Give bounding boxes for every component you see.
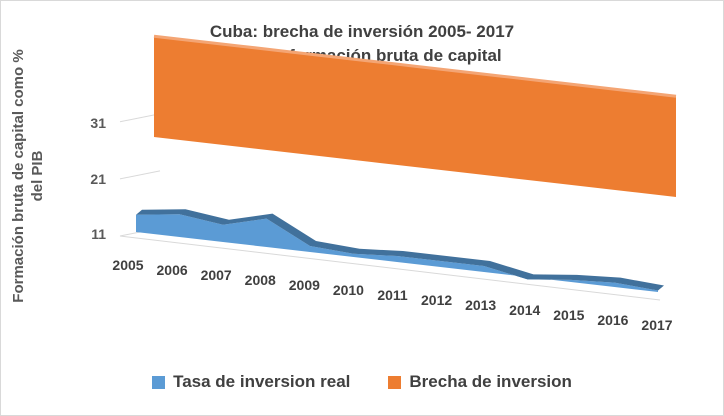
x-tick-2017: 2017 — [641, 317, 672, 333]
y-tick-11: 11 — [91, 226, 106, 242]
series-brecha-de-inversion — [153, 34, 677, 198]
chart-title: Cuba: brecha de inversión 2005- 2017 — [209, 22, 515, 41]
legend-entry-tasa: Tasa de inversion real — [152, 372, 350, 392]
x-tick-2013: 2013 — [465, 297, 496, 313]
x-tick-2015: 2015 — [553, 307, 584, 323]
legend: Tasa de inversion real Brecha de inversi… — [0, 372, 724, 392]
baseline — [119, 235, 661, 301]
y-tick-31: 31 — [90, 115, 106, 131]
x-tick-2014: 2014 — [509, 302, 540, 318]
legend-swatch-brecha — [388, 375, 402, 389]
y-tick-labels: 11 21 31 — [90, 115, 106, 242]
area-tasa-de-inversion-real — [136, 214, 658, 292]
area-brecha-de-inversion — [154, 36, 676, 198]
x-tick-2012: 2012 — [421, 292, 452, 308]
area-top-brecha-de-inversion — [153, 34, 677, 98]
gridline-31 — [119, 113, 161, 123]
x-tick-2005: 2005 — [112, 257, 143, 273]
y-tick-21: 21 — [90, 171, 106, 187]
x-tick-labels: 2005 2006 2007 2008 2009 2010 2011 2012 2013 2014… — [112, 257, 672, 333]
area-top-tasa-de-inversion-real — [136, 209, 664, 291]
legend-label-tasa: Tasa de inversion real — [173, 372, 351, 391]
x-tick-2016: 2016 — [597, 312, 628, 328]
legend-entry-brecha: Brecha de inversion — [388, 372, 572, 392]
x-tick-2010: 2010 — [333, 282, 364, 298]
x-tick-2008: 2008 — [245, 272, 276, 288]
gridline-21 — [119, 170, 161, 180]
series-tasa-de-inversion-real — [136, 209, 664, 292]
x-tick-2009: 2009 — [289, 277, 320, 293]
legend-swatch-tasa — [152, 375, 166, 389]
x-tick-2007: 2007 — [201, 267, 232, 283]
legend-label-brecha: Brecha de inversion — [409, 372, 572, 391]
x-tick-2006: 2006 — [157, 262, 188, 278]
x-tick-2011: 2011 — [377, 287, 408, 303]
